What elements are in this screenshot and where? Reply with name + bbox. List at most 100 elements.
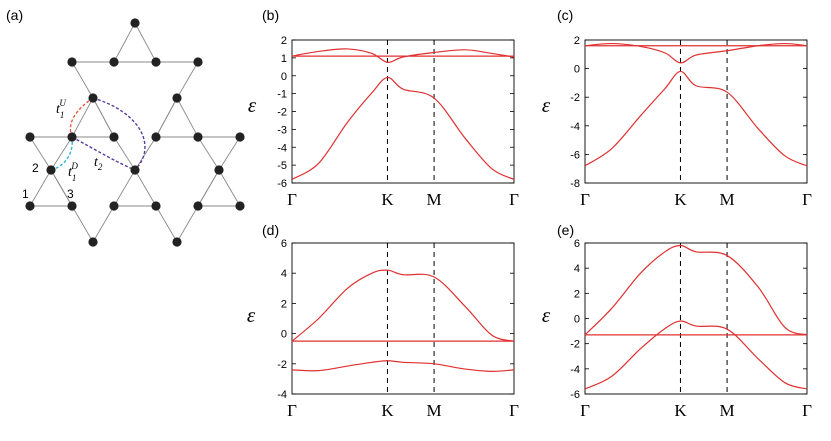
band-0	[585, 42, 807, 64]
band-0	[292, 48, 514, 63]
t2-sub: 2	[98, 162, 103, 172]
y-tick-label-2: -4	[277, 142, 287, 154]
bond-5	[71, 97, 94, 138]
y-tick-label-1: -5	[277, 160, 287, 172]
bond-25	[218, 136, 241, 171]
lattice-site-4	[193, 57, 203, 67]
hopping-curve-t1u	[69, 97, 94, 138]
y-tick-label-5: 4	[574, 263, 580, 275]
y-tick-label-2: 0	[281, 329, 287, 341]
bond-16	[218, 169, 241, 207]
lattice-sites	[25, 18, 245, 247]
lattice-site-1	[109, 57, 119, 67]
t1u-sup: U	[59, 98, 66, 108]
bond-35	[197, 136, 220, 171]
lattice-site-10	[151, 132, 161, 142]
y-tick-label-2: -2	[570, 339, 580, 351]
band-panel-d: (d) ε -4 -2 0 2 4 6 Γ K M Γ	[247, 222, 519, 420]
bond-26	[71, 205, 94, 243]
y-tick-label-6: 6	[574, 238, 580, 250]
lattice-site-2	[151, 57, 161, 67]
y-tick-label-3: 0	[574, 314, 580, 326]
x-tick-label-3: Γ	[509, 401, 519, 420]
x-tick-label-0: Γ	[580, 401, 590, 420]
band-panel-e: (e) ε -6 -4 -2 0 2 4 6 Γ K M Γ	[542, 222, 812, 420]
band-panel-c: (c) ε -8 -6 -4 -2 0 2 Γ K M Γ	[542, 7, 812, 209]
lattice-site-11	[193, 132, 203, 142]
y-tick-label-0: -6	[277, 178, 287, 190]
lattice-site-19	[151, 201, 161, 211]
y-axis-label: ε	[542, 93, 551, 117]
lattice-site-22	[88, 237, 98, 247]
y-tick-label-1: -6	[570, 149, 580, 161]
x-tick-label-1: K	[381, 401, 394, 420]
hopping-labels: t1 U t1D t 2	[56, 98, 103, 183]
bond-2	[113, 22, 136, 63]
site-labels: 1 2 3	[22, 161, 74, 201]
lattice-site-12	[235, 132, 245, 142]
x-tick-label-1: K	[674, 401, 687, 420]
y-axis-label: ε	[542, 303, 551, 327]
site-label-1: 1	[22, 187, 29, 201]
lattice-site-3	[67, 57, 77, 67]
y-tick-label-0: -4	[277, 389, 287, 401]
x-tick-label-0: Γ	[287, 401, 297, 420]
bond-30	[92, 97, 115, 138]
t1d-sub: 1	[72, 173, 77, 183]
x-tick-label-1: K	[674, 190, 687, 209]
lattice-site-5	[88, 93, 98, 103]
x-tick-label-2: M	[427, 401, 442, 420]
y-tick-label-0: -6	[570, 389, 580, 401]
lattice-bonds	[29, 22, 241, 243]
lattice-site-17	[67, 201, 77, 211]
bond-18	[71, 61, 94, 99]
y-tick-label-1: -2	[277, 359, 287, 371]
bond-37	[197, 169, 220, 207]
x-tick-label-0: Γ	[287, 190, 297, 209]
lattice-site-18	[109, 201, 119, 211]
site-label-3: 3	[67, 187, 74, 201]
t1u-sub: 1	[60, 110, 65, 120]
y-tick-label-5: 6	[281, 238, 287, 250]
bond-36	[50, 169, 73, 207]
y-tick-label-4: -2	[277, 107, 287, 119]
band-2	[585, 320, 807, 390]
bond-13	[134, 169, 157, 207]
x-tick-label-3: Γ	[802, 401, 812, 420]
lattice-site-16	[25, 201, 35, 211]
lattice-site-8	[67, 132, 77, 142]
lattice-site-15	[214, 165, 224, 175]
y-tick-label-3: -3	[277, 124, 287, 136]
y-tick-label-5: -1	[277, 89, 287, 101]
band-2	[292, 360, 514, 372]
y-axis-label: ε	[247, 303, 256, 327]
hopping-curve-t1d	[50, 136, 73, 171]
bond-27	[92, 205, 115, 243]
bond-1	[134, 22, 157, 63]
y-tick-label-7: 1	[281, 53, 287, 65]
axes-frame	[584, 39, 808, 184]
y-tick-label-8: 2	[281, 35, 287, 47]
x-tick-label-3: Γ	[802, 190, 812, 209]
bond-29	[176, 205, 199, 243]
bond-28	[155, 205, 178, 243]
site-label-2: 2	[32, 161, 39, 175]
y-tick-label-3: 2	[281, 298, 287, 310]
hopping-label-t1u: t1 U	[56, 98, 66, 120]
hopping-curve-t2-long	[92, 97, 146, 171]
y-tick-label-5: 2	[574, 35, 580, 47]
x-tick-label-2: M	[427, 190, 442, 209]
y-tick-label-6: 0	[281, 71, 287, 83]
lattice-site-6	[172, 93, 182, 103]
bond-32	[50, 136, 73, 171]
panel-label-a: (a)	[6, 7, 23, 23]
y-tick-label-4: 0	[574, 64, 580, 76]
hopping-label-t1d: t1 D	[68, 161, 78, 183]
x-tick-label-2: M	[720, 190, 735, 209]
panel-label: (b)	[262, 7, 279, 23]
t1u-symbol: t	[56, 102, 61, 117]
lattice-site-14	[130, 165, 140, 175]
y-tick-label-3: -2	[570, 92, 580, 104]
y-axis-label: ε	[248, 93, 257, 117]
bond-23	[29, 136, 52, 171]
